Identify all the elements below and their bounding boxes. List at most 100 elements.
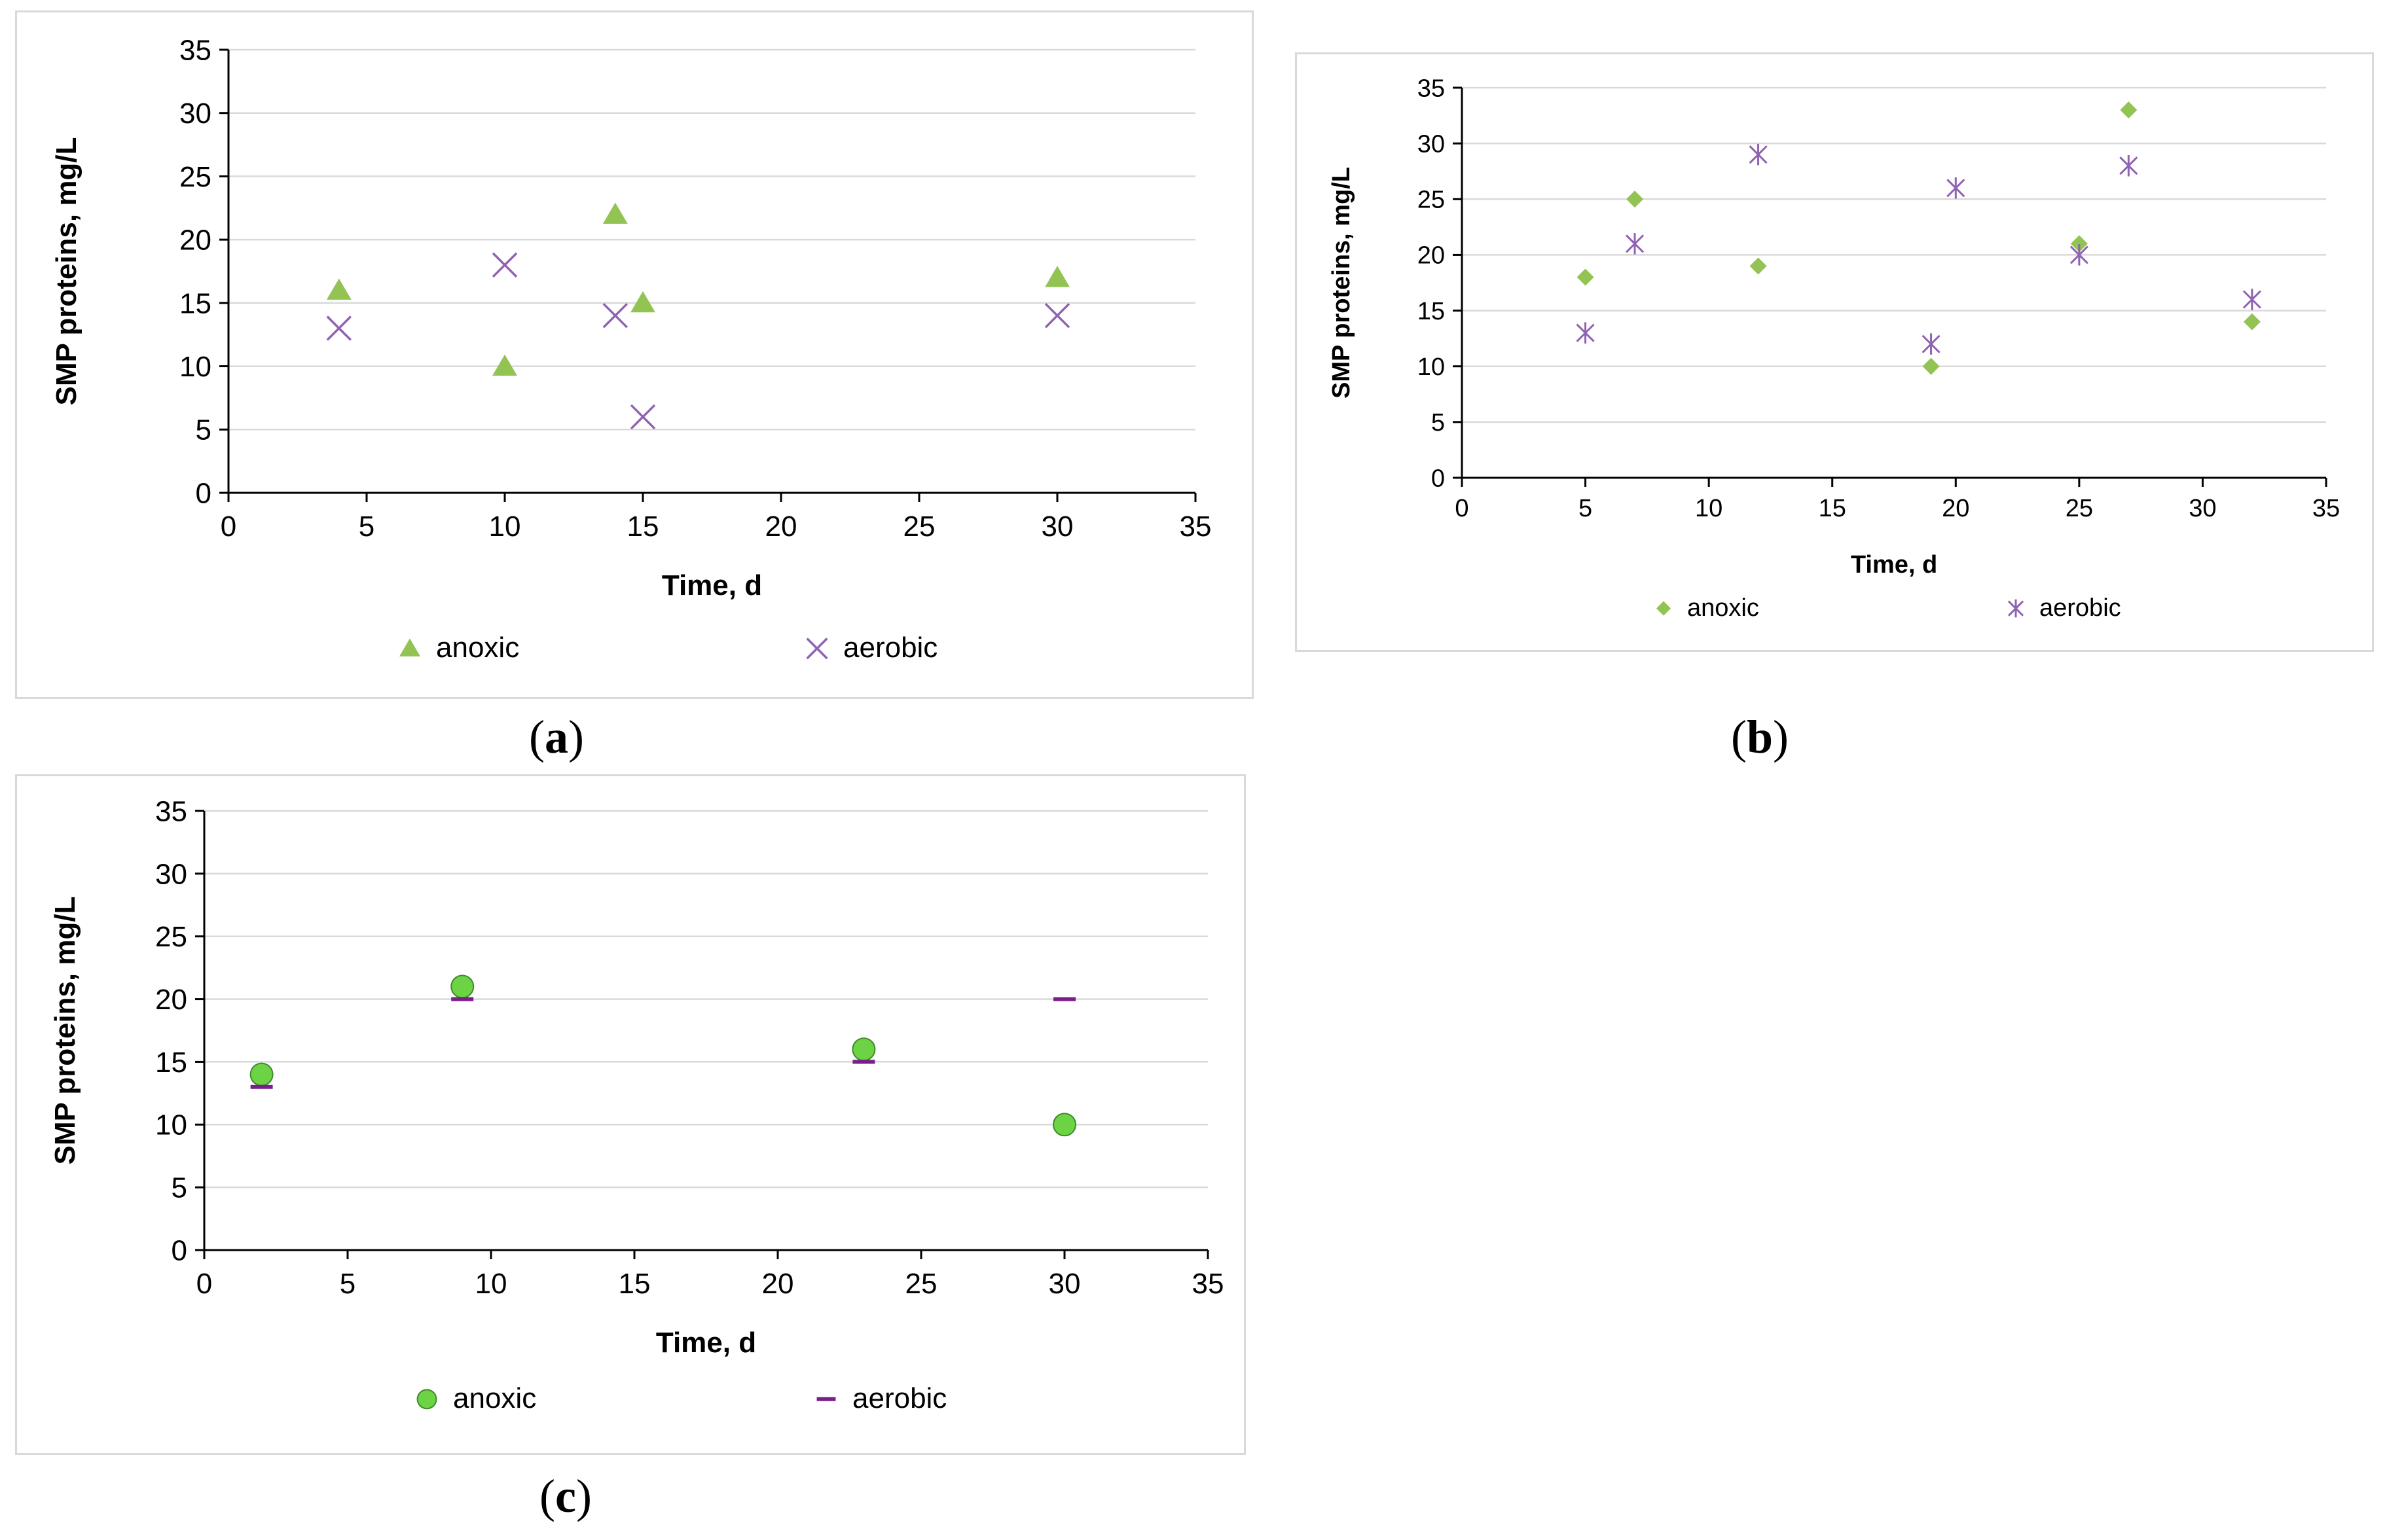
- x-tick-label: 5: [359, 510, 374, 543]
- aerobic-legend-marker: [806, 637, 828, 660]
- x-tick-label: 30: [2189, 495, 2216, 522]
- anoxic-point: [492, 354, 517, 376]
- anoxic-point: [852, 1037, 876, 1062]
- y-tick-label: 30: [155, 858, 187, 890]
- aerobic-point: [326, 315, 352, 341]
- x-tick-label: 0: [221, 510, 236, 543]
- chart-svg-b: 0 5 10 15 20 25 30 35 0 5 10 15 20 25 30 35 Time, d SMP p…: [1328, 75, 2340, 622]
- y-tick-label: 15: [179, 287, 211, 319]
- aerobic-point: [1946, 177, 1965, 199]
- y-tick-label: 25: [1417, 187, 1445, 214]
- aerobic-point: [1625, 233, 1645, 255]
- caption-c: (c): [539, 1470, 592, 1522]
- caption-a-letter: a: [545, 711, 568, 763]
- anoxic-point: [450, 975, 475, 999]
- aerobic-legend-label: aerobic: [2039, 594, 2121, 622]
- caption-b: (b): [1730, 711, 1789, 763]
- aerobic-point: [1922, 333, 1941, 355]
- anoxic-point: [630, 291, 655, 313]
- y-tick-label: 10: [1417, 353, 1445, 381]
- anoxic-point: [1045, 266, 1070, 287]
- x-tick-label: 25: [905, 1268, 938, 1300]
- anoxic-point: [1922, 357, 1940, 375]
- y-tick-label: 30: [179, 98, 211, 130]
- y-tick-label: 5: [172, 1172, 187, 1204]
- y-tick-label: 20: [179, 224, 211, 257]
- anoxic-point: [326, 278, 352, 300]
- anoxic-point: [602, 202, 628, 224]
- y-axis-title: SMP proteins, mg/L: [49, 897, 81, 1165]
- aerobic-point: [1576, 322, 1595, 344]
- x-tick-label: 15: [627, 510, 659, 543]
- anoxic-legend-marker: [1656, 601, 1671, 616]
- anoxic-legend-label: anoxic: [436, 632, 519, 664]
- y-tick-label: 25: [155, 921, 187, 953]
- anoxic-legend-marker: [416, 1389, 437, 1410]
- x-tick-label: 15: [1819, 495, 1846, 522]
- anoxic-legend-marker: [399, 638, 421, 657]
- x-tick-label: 35: [2312, 495, 2340, 522]
- anoxic-legend-label: anoxic: [1687, 594, 1759, 622]
- x-tick-label: 25: [903, 510, 936, 543]
- anoxic-point: [2070, 235, 2088, 253]
- x-tick-label: 35: [1180, 510, 1212, 543]
- y-tick-label: 35: [1417, 75, 1445, 102]
- caption-b-letter: b: [1746, 711, 1774, 763]
- y-tick-label: 35: [155, 795, 187, 827]
- y-tick-label: 15: [1417, 298, 1445, 325]
- x-axis-title: Time, d: [656, 1327, 756, 1359]
- x-tick-label: 30: [1049, 1268, 1081, 1300]
- x-axis-title: Time, d: [1851, 551, 1937, 579]
- y-tick-label: 0: [172, 1234, 187, 1266]
- y-tick-label: 5: [1431, 409, 1445, 437]
- x-tick-label: 15: [619, 1268, 651, 1300]
- aerobic-point: [2069, 244, 2088, 266]
- y-tick-label: 35: [179, 34, 211, 66]
- anoxic-legend-label: anoxic: [453, 1382, 536, 1414]
- x-tick-label: 5: [340, 1268, 355, 1300]
- aerobic-point: [1749, 143, 1768, 166]
- x-tick-label: 30: [1042, 510, 1074, 543]
- y-tick-label: 25: [179, 161, 211, 193]
- x-axis-title: Time, d: [662, 569, 762, 601]
- y-axis-title: SMP proteins, mg/L: [50, 137, 82, 406]
- y-tick-label: 20: [1417, 242, 1445, 270]
- y-tick-label: 15: [155, 1047, 187, 1079]
- anoxic-point: [1626, 190, 1643, 208]
- caption-a: (a): [529, 711, 584, 763]
- anoxic-point: [2243, 313, 2261, 331]
- y-tick-label: 0: [1431, 465, 1445, 492]
- aerobic-point: [602, 302, 629, 329]
- y-tick-label: 20: [155, 984, 187, 1016]
- chart-svg-c: 0 5 10 15 20 25 30 35 0 5 10 15 20 25 30 35 Time, d SMP p…: [49, 795, 1224, 1414]
- y-tick-label: 30: [1417, 130, 1445, 158]
- x-tick-label: 0: [196, 1268, 212, 1300]
- anoxic-point: [249, 1062, 274, 1086]
- x-tick-label: 10: [1695, 495, 1722, 522]
- x-tick-label: 10: [475, 1268, 507, 1300]
- anoxic-point: [2120, 101, 2138, 119]
- anoxic-point: [1749, 257, 1767, 275]
- aerobic-legend-marker: [2007, 599, 2024, 618]
- y-axis-title: SMP proteins, mg/L: [1328, 167, 1355, 399]
- y-tick-label: 5: [196, 414, 211, 446]
- aerobic-legend-label: aerobic: [852, 1382, 947, 1414]
- chart-panel-b: 0 5 10 15 20 25 30 35 0 5 10 15 20 25 30 35 Time, d SMP p…: [1295, 52, 2374, 652]
- x-tick-label: 35: [1192, 1268, 1224, 1300]
- aerobic-point: [2242, 289, 2261, 310]
- x-tick-label: 20: [762, 1268, 794, 1300]
- aerobic-legend-label: aerobic: [843, 632, 938, 664]
- y-tick-label: 10: [155, 1109, 187, 1141]
- aerobic-point: [492, 252, 518, 278]
- x-tick-label: 10: [489, 510, 521, 543]
- x-tick-label: 25: [2066, 495, 2093, 522]
- x-tick-label: 0: [1455, 495, 1468, 522]
- aerobic-point: [1044, 302, 1070, 329]
- aerobic-point: [630, 404, 656, 430]
- caption-c-letter: c: [555, 1470, 576, 1522]
- y-tick-label: 0: [196, 477, 211, 509]
- anoxic-point: [1053, 1113, 1076, 1137]
- chart-svg-a: 0 5 10 15 20 25 30 35 0 5 10 15 20 25 30 35 Time, d SMP p…: [50, 34, 1212, 664]
- y-tick-label: 10: [179, 351, 211, 383]
- x-tick-label: 20: [1942, 495, 1969, 522]
